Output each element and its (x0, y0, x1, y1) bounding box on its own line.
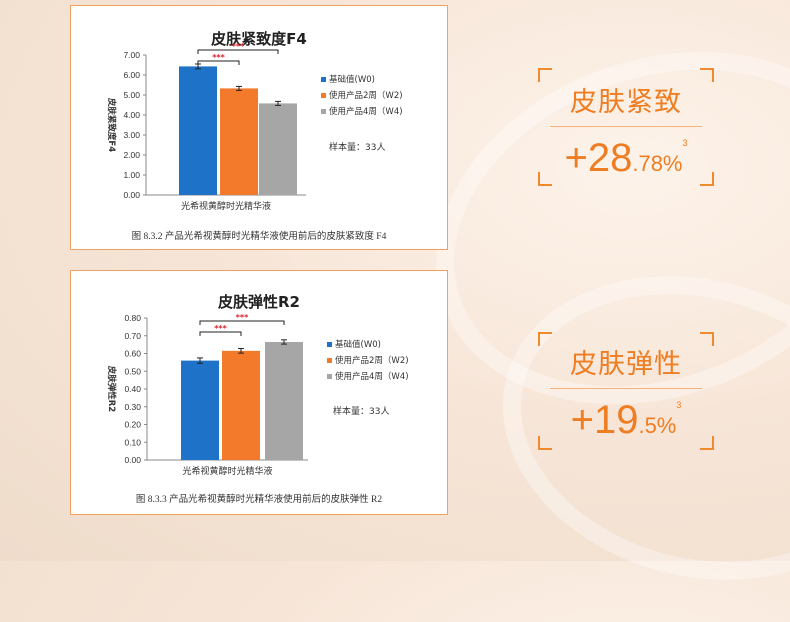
bar (265, 341, 303, 460)
chart-panel-elasticity: 皮肤弹性R2 0.00 0.10 0.20 0.30 0.40 0.50 0.60 0.70 0… (70, 270, 448, 515)
y-tick-label: 2.00 (123, 150, 140, 160)
stat-int: 28 (587, 136, 633, 180)
bar (222, 350, 260, 460)
chart-caption: 图 8.3.3 产品光希视黄醇时光精华液使用前后的皮肤弹性 R2 (135, 495, 383, 505)
significance-label: *** (214, 324, 227, 333)
y-tick-label: 4.00 (123, 110, 140, 120)
y-axis-label: 皮肤弹性R2 (106, 365, 117, 413)
y-tick-label: 0.00 (123, 190, 140, 200)
stat-value: +28.78% 3 (538, 136, 714, 181)
y-tick-label: 0.80 (124, 313, 141, 323)
chart-title: 皮肤紧致度F4 (211, 30, 307, 48)
stat-label: 皮肤紧致 (570, 87, 682, 118)
legend-label: 基础值(W0) (335, 339, 381, 350)
frame-corner (700, 172, 714, 186)
y-axis-label: 皮肤紧致度F4 (106, 97, 117, 152)
chart-title: 皮肤弹性R2 (218, 293, 300, 311)
stat-note: 3 (676, 400, 682, 410)
significance-bracket (197, 60, 240, 65)
chart-firmness: 0.00 1.00 2.00 3.00 4.00 5.00 6.00 7.00 皮肤紧致度F4 光… (106, 42, 403, 212)
y-tick-label: 0.70 (124, 331, 141, 341)
stat-dec: .78% (632, 151, 683, 176)
y-tick-label: 0.20 (124, 420, 141, 430)
stat-note: 3 (682, 138, 688, 148)
frame-corner (700, 332, 714, 346)
legend-swatch (321, 93, 326, 98)
x-axis-label: 光希视黄醇时光精华液 (182, 465, 272, 477)
legend-swatch (327, 374, 332, 379)
significance-label: *** (236, 313, 249, 322)
stat-divider (550, 126, 702, 127)
y-tick-label: 0.30 (124, 402, 141, 412)
stat-sign: + (570, 398, 594, 442)
y-tick-label: 0.60 (124, 349, 141, 359)
frame-corner (700, 436, 714, 450)
legend-label: 使用产品4周（W4) (335, 371, 409, 382)
chart-panel-firmness: 皮肤紧致度F4 0.00 1.00 2.00 3.00 4.00 5.00 6.00 7.00… (70, 5, 448, 250)
sample-size: 样本量：33人 (333, 407, 390, 417)
stat-sign: + (564, 136, 588, 180)
bar (259, 103, 297, 195)
stat-label: 皮肤弹性 (570, 349, 682, 380)
stat-box-firmness: 皮肤紧致 +28.78% 3 (538, 68, 714, 186)
legend-swatch (327, 358, 332, 363)
significance-bracket (199, 331, 242, 336)
legend-label: 使用产品2周（W2) (335, 355, 409, 366)
bar (179, 66, 217, 196)
bar (181, 360, 219, 460)
legend-label: 使用产品4周（W4) (329, 106, 403, 117)
frame-corner (538, 332, 552, 346)
legend-swatch (321, 109, 326, 114)
y-tick-label: 6.00 (123, 70, 140, 80)
frame-corner (700, 68, 714, 82)
stat-dec: .5% (638, 413, 677, 438)
frame-corner (538, 172, 552, 186)
legend-swatch (327, 342, 332, 347)
stat-divider (550, 388, 702, 389)
y-tick-label: 1.00 (123, 170, 140, 180)
legend-label: 使用产品2周（W2) (329, 90, 403, 101)
y-tick-label: 0.00 (124, 455, 141, 465)
y-tick-label: 7.00 (123, 50, 140, 60)
frame-corner (538, 436, 552, 450)
y-tick-label: 0.50 (124, 366, 141, 376)
y-tick-label: 5.00 (123, 90, 140, 100)
significance-bracket (199, 320, 285, 325)
stat-box-elasticity: 皮肤弹性 +19.5% 3 (538, 332, 714, 450)
y-tick-label: 0.40 (124, 384, 141, 394)
x-axis-label: 光希视黄醇时光精华液 (181, 200, 271, 212)
sample-size: 样本量：33人 (329, 143, 386, 153)
significance-bracket (197, 49, 279, 54)
y-tick-label: 3.00 (123, 130, 140, 140)
stat-int: 19 (593, 398, 639, 442)
frame-corner (538, 68, 552, 82)
chart-caption: 图 8.3.2 产品光希视黄醇时光精华液使用前后的皮肤紧致度 F4 (131, 232, 387, 242)
stat-value: +19.5% 3 (538, 398, 714, 443)
significance-label: *** (212, 53, 225, 62)
bar (220, 88, 258, 195)
significance-label: *** (232, 42, 245, 51)
legend-swatch (321, 77, 326, 82)
y-tick-label: 0.10 (124, 437, 141, 447)
legend-label: 基础值(W0) (329, 74, 375, 85)
chart-elasticity: 0.00 0.10 0.20 0.30 0.40 0.50 0.60 0.70 0.80 皮肤弹性… (106, 313, 409, 477)
